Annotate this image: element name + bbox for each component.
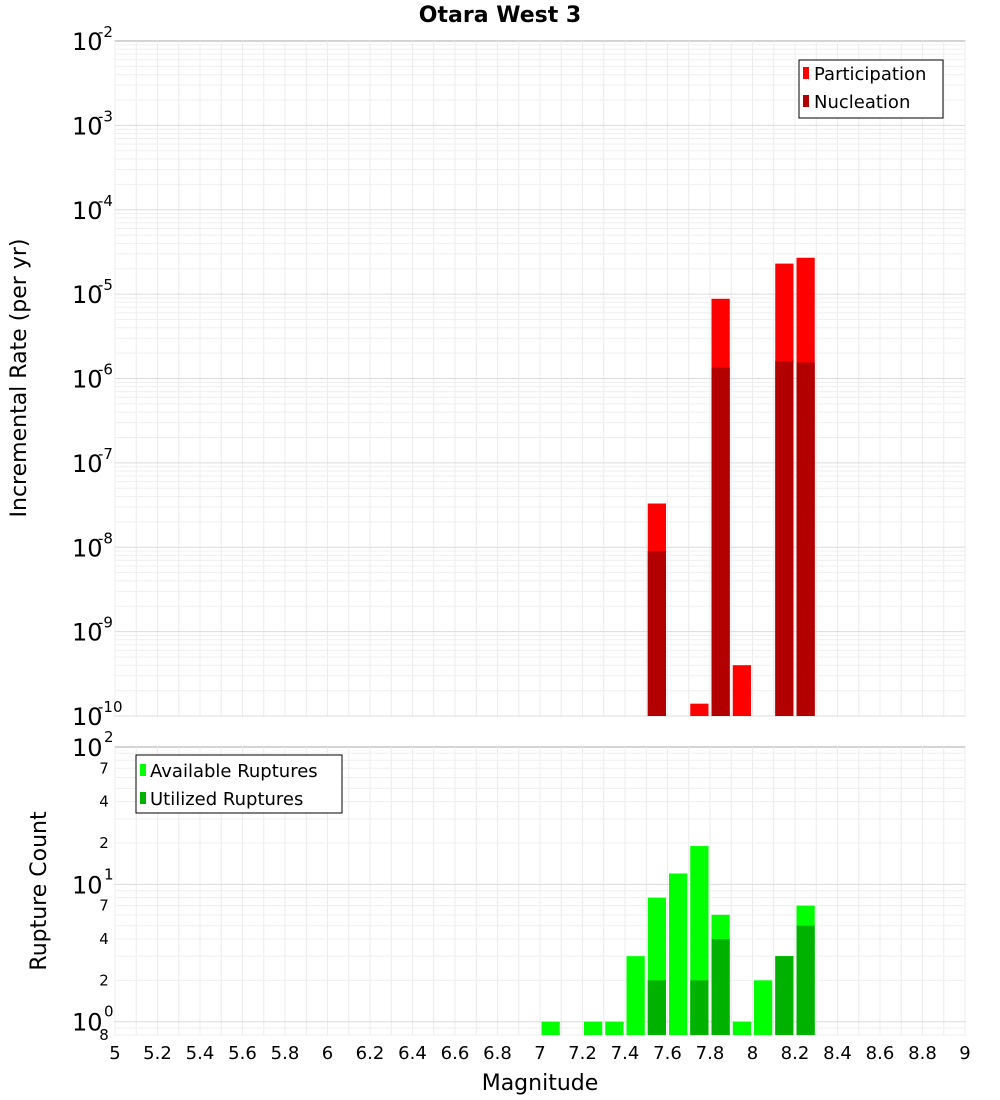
count-y-minor-tick-label: 4 (99, 793, 109, 811)
x-tick-label: 7.8 (696, 1043, 725, 1064)
count-y-tick-exponent: 1 (104, 865, 114, 883)
count-y-tick-base: 10 (72, 734, 103, 762)
count-bar (754, 980, 773, 1035)
chart-title: Otara West 3 (419, 3, 581, 28)
x-tick-label: 6.4 (398, 1043, 427, 1064)
x-tick-label: 8 (747, 1043, 758, 1064)
count-bar (584, 1021, 603, 1035)
rate-y-axis-label: Incremental Rate (per yr) (7, 239, 32, 518)
count-y-minor-tick-label: 8 (99, 1026, 109, 1044)
rate-y-tick-base: 10 (72, 703, 103, 731)
rate-y-tick-exponent: -9 (98, 614, 113, 632)
x-axis-label: Magnitude (482, 1071, 599, 1096)
count-y-tick-base: 10 (72, 1009, 103, 1037)
x-tick-label: 5.4 (186, 1043, 215, 1064)
rate-y-tick-base: 10 (72, 534, 103, 562)
count-bar (732, 1021, 751, 1035)
utilized-legend-swatch (140, 792, 146, 804)
count-y-axis-label: Rupture Count (27, 811, 52, 971)
count-bar (626, 956, 645, 1035)
count-bar (711, 939, 730, 1035)
rate-y-tick-base: 10 (72, 281, 103, 309)
x-tick-label: 8.8 (908, 1043, 937, 1064)
x-tick-label: 6.8 (483, 1043, 512, 1064)
rate-y-tick-base: 10 (72, 112, 103, 140)
x-tick-label: 6 (322, 1043, 333, 1064)
count-bar (775, 956, 794, 1035)
participation-legend-swatch (803, 67, 809, 79)
count-bar (669, 873, 688, 1035)
rate-bar (690, 703, 709, 716)
rate-legend-box (798, 59, 944, 119)
rate-bar (647, 551, 666, 716)
x-tick-label: 7.4 (611, 1043, 640, 1064)
count-y-minor-tick-label: 7 (99, 759, 109, 777)
count-legend-box (135, 754, 343, 814)
rate-y-tick-base: 10 (72, 28, 103, 56)
utilized-legend-label: Utilized Ruptures (150, 789, 303, 810)
rate-bar (775, 361, 794, 716)
count-bar (605, 1021, 624, 1035)
count-bar (690, 980, 709, 1035)
rate-gridlines (114, 41, 966, 717)
count-gridlines (114, 747, 966, 1036)
count-bar (541, 1021, 560, 1035)
x-tick-label: 5.2 (143, 1043, 172, 1064)
x-tick-label: 8.6 (866, 1043, 895, 1064)
x-tick-label: 8.2 (781, 1043, 810, 1064)
x-tick-label: 9 (959, 1043, 970, 1064)
x-tick-label: 6.2 (356, 1043, 385, 1064)
rate-y-tick-base: 10 (72, 197, 103, 225)
rate-y-tick-exponent: -6 (98, 361, 113, 379)
rate-y-tick-exponent: -7 (98, 445, 113, 463)
rate-y-tick-base: 10 (72, 450, 103, 478)
rate-y-tick-exponent: -10 (98, 698, 123, 716)
x-tick-label: 7.6 (653, 1043, 682, 1064)
rate-bar (796, 362, 815, 716)
count-y-tick-base: 10 (72, 871, 103, 899)
count-bar (647, 980, 666, 1035)
count-legend: Available Ruptures Utilized Ruptures (135, 754, 343, 814)
x-tick-label: 8.4 (823, 1043, 852, 1064)
nucleation-legend-label: Nucleation (814, 92, 910, 113)
rate-y-tick-exponent: -8 (98, 529, 113, 547)
x-tick-label: 5.6 (228, 1043, 257, 1064)
count-bars (541, 846, 815, 1035)
count-y-tick-exponent: 2 (104, 728, 114, 746)
rate-legend: Participation Nucleation (798, 59, 944, 119)
rate-bar (732, 665, 751, 716)
nucleation-legend-swatch (803, 95, 809, 107)
available-legend-swatch (140, 764, 146, 776)
rate-bar (711, 367, 730, 716)
x-tick-label: 5.8 (271, 1043, 300, 1064)
count-bar (796, 925, 815, 1035)
rate-y-tick-exponent: -5 (98, 276, 113, 294)
x-tick-label: 5 (109, 1043, 120, 1064)
count-y-tick-exponent: 0 (104, 1003, 114, 1021)
rate-y-tick-base: 10 (72, 366, 103, 394)
rate-y-tick-base: 10 (72, 619, 103, 647)
count-y-minor-tick-label: 2 (99, 971, 109, 989)
count-y-minor-tick-label: 2 (99, 834, 109, 852)
participation-legend-label: Participation (814, 64, 926, 85)
rate-y-tick-exponent: -3 (98, 107, 113, 125)
count-y-minor-tick-label: 7 (99, 897, 109, 915)
rate-bars (647, 257, 815, 716)
x-tick-label: 6.6 (441, 1043, 470, 1064)
x-tick-label: 7.2 (568, 1043, 597, 1064)
rate-y-tick-exponent: -2 (98, 23, 113, 41)
magnitude-x-tick-labels: 5 5.2 5.4 5.6 5.8 6 6.2 6.4 6.6 6.8 7 7.2 7.4 7.6 7.8 8… (109, 1043, 970, 1064)
available-legend-label: Available Ruptures (150, 761, 318, 782)
rate-y-tick-exponent: -4 (98, 192, 113, 210)
count-y-minor-tick-label: 4 (99, 930, 109, 948)
x-tick-label: 7 (534, 1043, 545, 1064)
